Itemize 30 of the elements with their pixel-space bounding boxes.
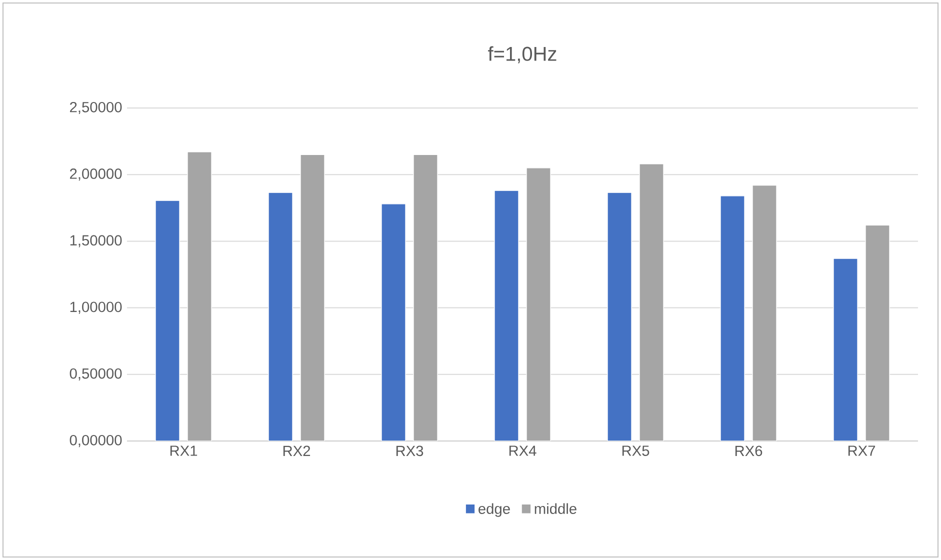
bar [526,168,551,441]
bar [187,152,212,441]
bar [639,164,664,441]
bar [413,154,438,441]
chart-title: f=1,0Hz [488,46,556,64]
x-tick-label: RX3 [396,446,424,456]
legend-label: middle [534,503,576,514]
bar [381,204,406,441]
x-tick-label: RX5 [622,446,650,456]
x-tick-label: RX7 [848,446,876,456]
bar [607,192,632,441]
bar [752,184,777,441]
x-tick-label: RX6 [735,446,762,456]
y-tick-label: 0,50000 [70,368,122,380]
y-tick-label: 2,00000 [70,168,122,181]
x-tick-label: RX2 [283,446,310,456]
bar [865,224,890,441]
y-tick-label: 2,50000 [70,102,122,114]
bar [720,196,745,441]
y-tick-label: 1,50000 [70,235,122,248]
x-tick-label: RX1 [170,446,198,456]
y-tick-label: 0,00000 [70,434,122,448]
x-tick-label: RX4 [509,446,536,456]
legend-label: edge [478,503,510,517]
bar [268,192,293,441]
bar [155,200,180,441]
y-tick-label: 1,00000 [70,302,122,314]
bar [300,154,325,441]
bar [494,190,519,441]
bar [833,258,858,441]
